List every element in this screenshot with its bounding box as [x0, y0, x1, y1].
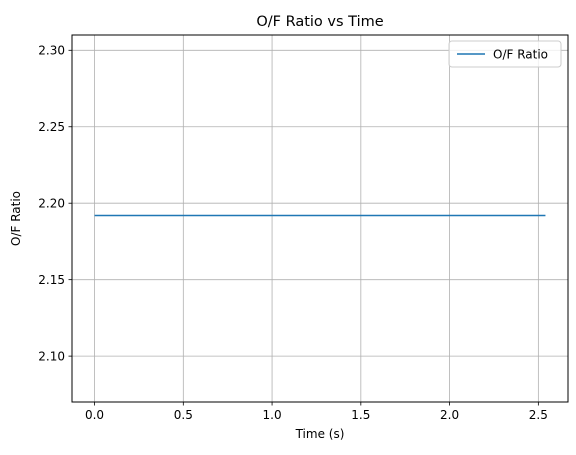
- y-tick-label: 2.25: [38, 120, 65, 134]
- x-tick-label: 2.5: [529, 408, 548, 422]
- x-tick-label: 1.0: [263, 408, 282, 422]
- y-tick-label: 2.30: [38, 44, 65, 58]
- y-tick-label: 2.10: [38, 349, 65, 363]
- y-tick-label: 2.15: [38, 273, 65, 287]
- grid: [72, 35, 568, 402]
- x-tick-label: 2.0: [440, 408, 459, 422]
- y-axis-label: O/F Ratio: [9, 191, 23, 246]
- plot-frame: [71, 34, 569, 403]
- legend-box: [448, 40, 562, 68]
- x-tick-label: 0.5: [174, 408, 193, 422]
- x-axis-label: Time (s): [295, 427, 345, 441]
- chart-title: O/F Ratio vs Time: [256, 14, 383, 30]
- y-tick-label: 2.20: [38, 197, 65, 211]
- ticks: 0.0 0.5 1.0 1.5 2.0 2.5 2.10 2.15 2.20 2.25 2.30: [38, 44, 548, 422]
- x-tick-label: 0.0: [85, 408, 104, 422]
- legend-label: O/F Ratio: [493, 47, 548, 61]
- x-tick-label: 1.5: [351, 408, 370, 422]
- legend: O/F Ratio: [448, 40, 562, 68]
